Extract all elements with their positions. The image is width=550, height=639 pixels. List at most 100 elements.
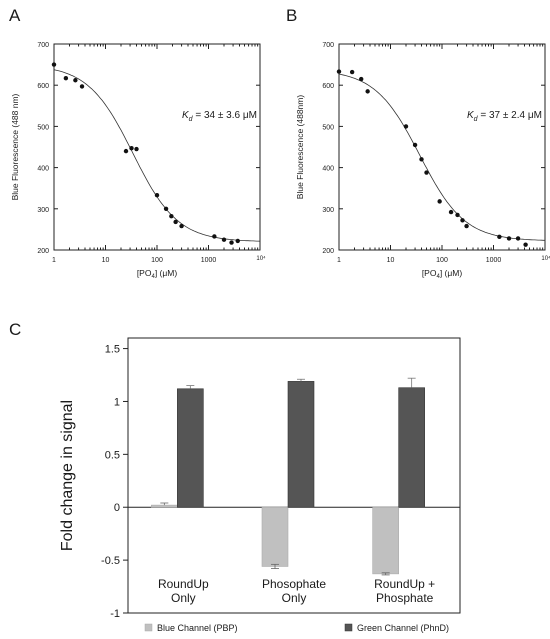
data-point xyxy=(412,142,418,148)
y-axis-label: Blue Fluorescence (488 nm) xyxy=(10,93,20,200)
category-label: RoundUp xyxy=(158,577,209,591)
bar xyxy=(177,388,204,508)
data-point xyxy=(179,223,184,229)
data-point xyxy=(154,193,160,198)
data-point xyxy=(51,62,57,67)
x-axis-label-sub: 4 xyxy=(151,274,155,280)
y-tick-label: -1 xyxy=(110,608,120,620)
panel-label: B xyxy=(286,6,297,25)
y-tick-label: 300 xyxy=(37,207,49,214)
y-tick-label: 1.5 xyxy=(105,344,120,356)
x-tick-label: 10 xyxy=(387,257,395,264)
bar xyxy=(372,506,399,575)
y-tick-label: 0.5 xyxy=(105,449,120,461)
data-point xyxy=(365,89,370,94)
x-tick-label: 1 xyxy=(52,257,56,264)
data-point xyxy=(73,78,78,83)
x-tick-label: 10⁴ xyxy=(541,255,550,262)
plot-frame xyxy=(53,43,261,251)
y-tick-label: 500 xyxy=(322,124,334,131)
data-point xyxy=(173,219,178,225)
x-tick-label: 100 xyxy=(151,257,163,264)
kd-value: = 34 ± 3.6 μM xyxy=(193,110,257,121)
data-point xyxy=(349,69,355,75)
fit-curve xyxy=(53,69,261,242)
data-point xyxy=(448,209,454,215)
y-tick-label: 700 xyxy=(322,42,334,49)
data-point xyxy=(79,84,85,89)
x-tick-label: 10 xyxy=(102,257,110,264)
y-tick-label: 400 xyxy=(322,166,334,173)
x-tick-label: 10⁴ xyxy=(256,255,266,262)
legend-swatch xyxy=(144,623,153,632)
data-point xyxy=(424,170,429,175)
y-axis-label: Blue Fluorescence (488nm) xyxy=(295,95,305,200)
y-tick-label: 0 xyxy=(114,502,120,514)
x-axis-label-sub: 4 xyxy=(436,274,440,280)
data-point xyxy=(63,75,69,81)
kd-symbol: K xyxy=(182,110,190,121)
data-point xyxy=(506,236,512,241)
y-axis-label: Fold change in signal xyxy=(59,400,76,551)
y-tick-label: 600 xyxy=(37,83,49,90)
data-point xyxy=(437,199,442,204)
x-tick-label: 1 xyxy=(337,257,341,264)
kd-subscript: d xyxy=(189,116,194,123)
bar xyxy=(151,504,178,508)
y-tick-label: 300 xyxy=(322,207,334,214)
data-point xyxy=(515,236,521,241)
y-tick-label: 600 xyxy=(322,83,334,90)
x-axis-label: [PO4] (μM) xyxy=(422,268,463,280)
bar xyxy=(261,506,289,567)
category-label: Phosophate xyxy=(262,577,326,591)
y-tick-label: 200 xyxy=(37,248,49,255)
y-tick-label: 500 xyxy=(37,124,49,131)
x-axis-label-pre: [PO xyxy=(137,268,152,278)
bar xyxy=(287,381,315,508)
y-tick-label: 1 xyxy=(114,396,120,408)
y-tick-label: -0.5 xyxy=(101,555,120,567)
data-point xyxy=(464,223,469,229)
y-tick-label: 400 xyxy=(37,166,49,173)
x-tick-label: 100 xyxy=(436,257,448,264)
category-label: Only xyxy=(282,591,307,605)
panel-label: C xyxy=(9,320,21,339)
data-point xyxy=(336,69,342,74)
plot-frame xyxy=(338,43,546,251)
data-point xyxy=(212,234,217,239)
panel-a: A 200 300 400 500 600 700 1 10 100 1000 10⁴ Kd = 34 … xyxy=(9,6,266,280)
category-label: Phosphate xyxy=(376,591,434,605)
data-point xyxy=(497,234,502,240)
data-point xyxy=(419,157,424,162)
kd-symbol: K xyxy=(467,110,475,121)
plot-frame xyxy=(127,337,461,614)
data-point xyxy=(129,146,134,151)
kd-subscript: d xyxy=(474,116,479,123)
legend: Blue Channel (PBP) Green Channel (PhnD) xyxy=(144,623,449,633)
kd-annotation: Kd = 37 ± 2.4 μM xyxy=(467,110,542,123)
x-axis-label-post: ] (μM) xyxy=(440,268,463,278)
fit-curve xyxy=(338,73,545,241)
x-axis-label: [PO4] (μM) xyxy=(137,268,178,280)
panel-label: A xyxy=(9,6,21,25)
data-point xyxy=(403,124,409,129)
category-label: Only xyxy=(171,591,196,605)
category-label: RoundUp + xyxy=(374,577,435,591)
kd-annotation: Kd = 34 ± 3.6 μM xyxy=(182,110,257,123)
y-tick-label: 700 xyxy=(37,42,49,49)
kd-value: = 37 ± 2.4 μM xyxy=(478,110,542,121)
data-point xyxy=(235,238,240,244)
data-point xyxy=(229,240,234,245)
panel-c: C1.510.50-0.5-1RoundUpOnlyPhosophateOnly… xyxy=(9,320,461,633)
bar xyxy=(398,387,425,508)
x-tick-label: 1000 xyxy=(486,257,502,264)
data-point xyxy=(221,237,227,242)
panel-b: B 200 300 400 500 600 700 1 10 100 1000 10⁴ Kd = 37 … xyxy=(286,6,550,280)
data-point xyxy=(163,206,169,211)
data-point xyxy=(460,218,465,223)
legend-label: Blue Channel (PBP) xyxy=(157,623,238,633)
legend-label: Green Channel (PhnD) xyxy=(357,623,449,633)
x-tick-label: 1000 xyxy=(201,257,217,264)
data-point xyxy=(134,146,139,152)
